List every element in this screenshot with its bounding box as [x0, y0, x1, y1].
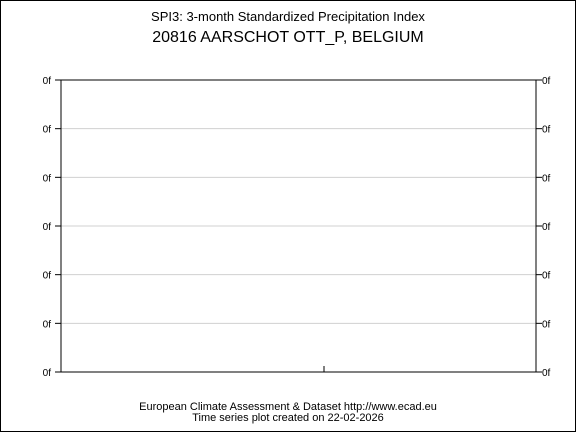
- y-tick-label-left: 0f: [43, 125, 52, 136]
- y-tick-label-right: 0f: [542, 271, 551, 282]
- y-tick-label-left: 0f: [43, 368, 52, 379]
- y-axis-ticks: 0f 0f 0f 0f 0f 0f 0f 0f 0f 0f 0f 0f 0f 0f: [43, 76, 551, 379]
- y-tick-label-left: 0f: [43, 319, 52, 330]
- y-tick-label-right: 0f: [542, 76, 551, 87]
- footer-created: Time series plot created on 22-02-2026: [192, 412, 384, 424]
- grid-lines: [61, 128, 536, 324]
- y-tick-label-left: 0f: [43, 222, 52, 233]
- y-tick-label-left: 0f: [43, 173, 52, 184]
- y-tick-label-right: 0f: [542, 222, 551, 233]
- y-tick-label-left: 0f: [43, 76, 52, 87]
- y-tick-label-right: 0f: [542, 125, 551, 136]
- chart-title: SPI3: 3-month Standardized Precipitation…: [151, 9, 425, 24]
- chart-subtitle: 20816 AARSCHOT OTT_P, BELGIUM: [152, 29, 424, 46]
- y-tick-label-right: 0f: [542, 319, 551, 330]
- footer-source: European Climate Assessment & Dataset ht…: [139, 401, 437, 413]
- y-tick-label-left: 0f: [43, 271, 52, 282]
- y-tick-label-right: 0f: [542, 173, 551, 184]
- y-tick-label-right: 0f: [542, 368, 551, 379]
